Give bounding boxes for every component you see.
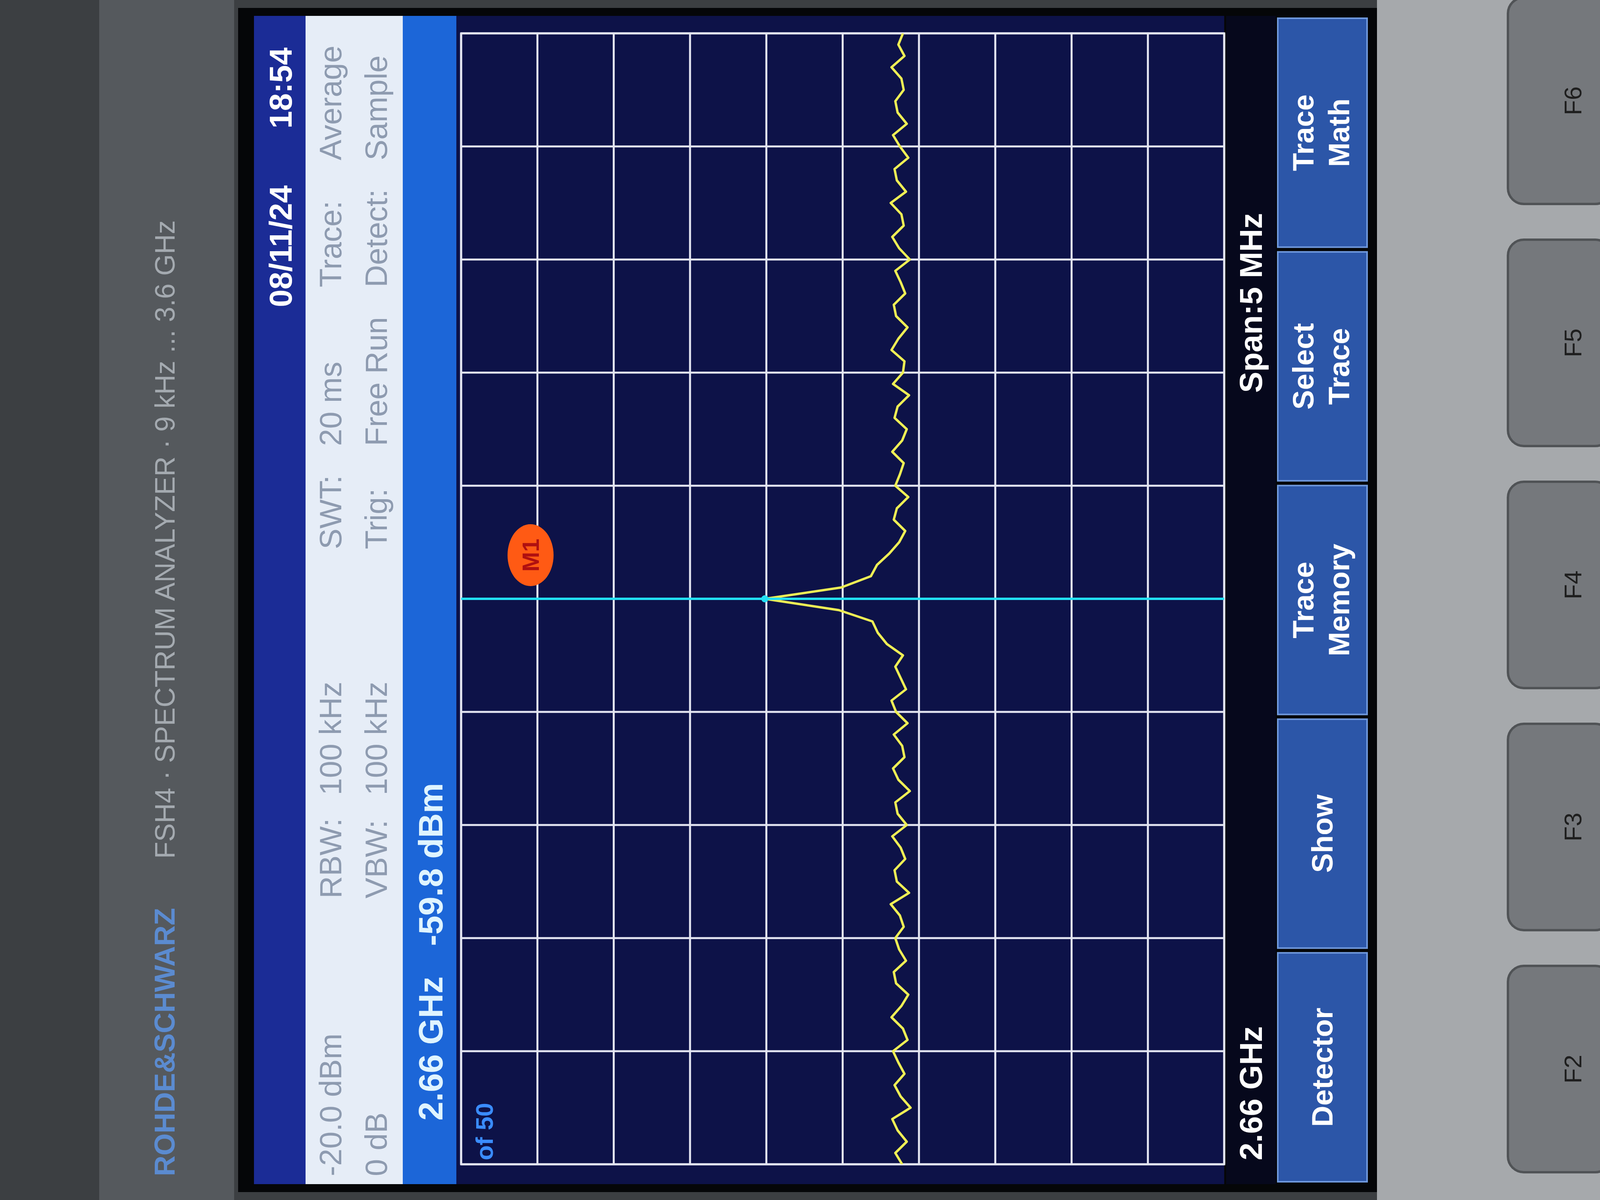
setting-text: VBW: bbox=[358, 819, 394, 899]
function-key-label: F2 bbox=[1559, 1054, 1587, 1084]
marker-bar bbox=[402, 15, 457, 1185]
softkey-label: Trace bbox=[1286, 94, 1320, 172]
screen-bezel bbox=[238, 7, 1377, 1193]
setting-text: 100 kHz bbox=[313, 681, 349, 796]
marker-level: -59.8 dBm bbox=[411, 782, 450, 947]
setting-text: 0 dB bbox=[358, 1112, 394, 1177]
function-key bbox=[1507, 0, 1600, 204]
plot-background bbox=[456, 15, 1225, 1185]
plot-frame bbox=[461, 33, 1225, 1165]
setting-text: Trig: bbox=[358, 488, 394, 550]
function-key-label: F3 bbox=[1559, 812, 1587, 842]
sweep-count: of 50 bbox=[470, 1102, 499, 1161]
data-layer bbox=[461, 33, 1225, 1165]
setting-text: RBW: bbox=[313, 818, 349, 899]
title-bar bbox=[253, 15, 306, 1185]
marker-label: M1 bbox=[517, 538, 545, 572]
marker-frequency: 2.66 GHz bbox=[411, 976, 450, 1121]
marker-flag bbox=[507, 524, 554, 587]
brand-strip bbox=[99, 0, 235, 1200]
softkey-label: Detector bbox=[1305, 1007, 1339, 1127]
marker-point bbox=[761, 595, 769, 603]
axis-label-bar bbox=[1226, 15, 1276, 1185]
setting-text: Free Run bbox=[358, 317, 394, 447]
function-key bbox=[1507, 239, 1600, 447]
span: Span:5 MHz bbox=[1233, 213, 1269, 393]
setting-text: -20.0 dBm bbox=[313, 1033, 349, 1177]
softkey-label: Trace bbox=[1286, 561, 1320, 639]
function-key bbox=[1507, 723, 1600, 931]
setting-text: Detect: bbox=[358, 189, 394, 288]
date: 08/11/24 bbox=[263, 185, 299, 308]
grid-line-x bbox=[461, 598, 1225, 600]
marker-line bbox=[461, 597, 1225, 600]
setting-text: Average bbox=[313, 45, 349, 161]
center-frequency: 2.66 GHz bbox=[1233, 1026, 1269, 1161]
softkey-label: Select bbox=[1286, 323, 1320, 410]
softkey-label: Show bbox=[1305, 794, 1339, 874]
function-key bbox=[1507, 965, 1600, 1173]
function-key bbox=[1507, 481, 1600, 689]
setting-text: Trace: bbox=[313, 200, 349, 288]
model: FSH4 · SPECTRUM ANALYZER · 9 kHz ... 3.6… bbox=[149, 220, 181, 859]
softkey-label: Memory bbox=[1322, 543, 1356, 657]
setting-text: SWT: bbox=[313, 475, 349, 550]
softkey-label: Trace bbox=[1322, 328, 1356, 405]
softkey bbox=[1277, 719, 1368, 949]
softkey bbox=[1277, 952, 1368, 1182]
device-photo: ROHDE&SCHWARZ FSH4 · SPECTRUM ANALYZER · … bbox=[0, 0, 1600, 1200]
device: ROHDE&SCHWARZ FSH4 · SPECTRUM ANALYZER · … bbox=[0, 0, 1600, 1200]
time: 18:54 bbox=[263, 47, 299, 129]
setting-text: 100 kHz bbox=[358, 681, 394, 796]
device-body bbox=[0, 0, 1600, 1200]
softkey bbox=[1277, 485, 1368, 715]
softkey bbox=[1277, 18, 1368, 248]
function-key-label: F6 bbox=[1559, 86, 1587, 116]
softkey bbox=[1277, 251, 1368, 481]
function-key-label: F5 bbox=[1559, 328, 1587, 358]
function-key-label: F4 bbox=[1559, 570, 1587, 600]
info-panel bbox=[305, 15, 403, 1185]
setting-text: 20 ms bbox=[313, 361, 349, 447]
setting-text: Sample bbox=[358, 55, 394, 161]
softkey-label: Math bbox=[1322, 98, 1356, 168]
brand: ROHDE&SCHWARZ bbox=[148, 907, 181, 1177]
